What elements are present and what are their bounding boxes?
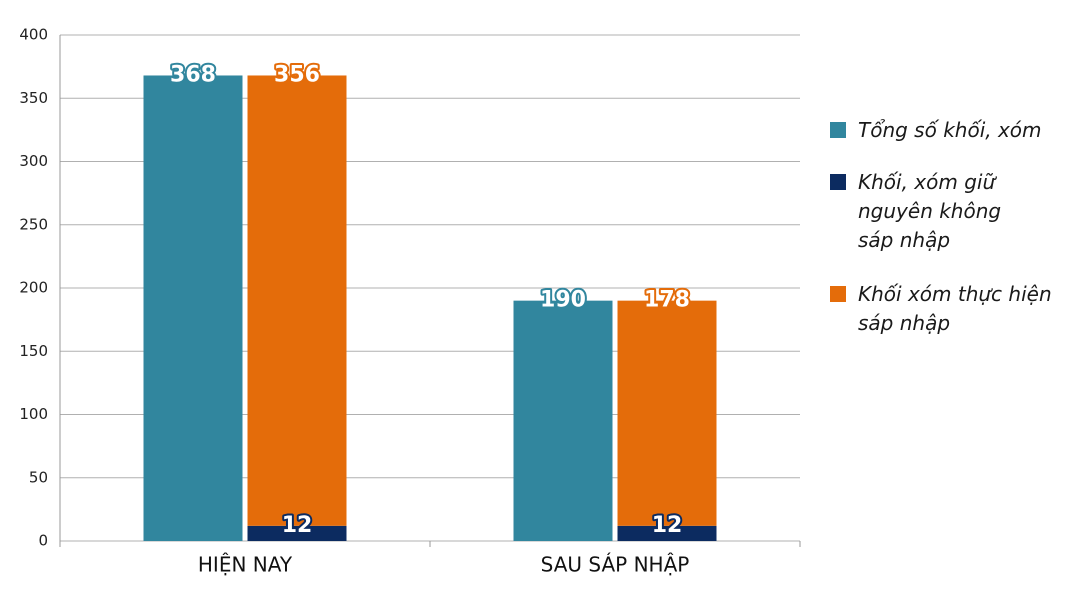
x-tick-label: SAU SÁP NHẬP	[541, 553, 690, 577]
bar	[143, 75, 243, 541]
legend-item: Khối, xóm giữ nguyên không sáp nhập	[830, 168, 1070, 255]
bar	[513, 300, 613, 541]
bar	[617, 525, 717, 541]
data-label: 356	[274, 62, 320, 87]
y-tick-label: 250	[19, 215, 48, 233]
data-label: 178	[644, 288, 690, 313]
legend-label: Khối xóm thực hiện sáp nhập	[858, 282, 1052, 335]
y-tick-label: 100	[19, 405, 48, 423]
y-tick-label: 0	[38, 532, 48, 550]
bar	[247, 75, 347, 526]
y-tick-label: 200	[19, 279, 48, 297]
data-label: 190	[540, 288, 586, 313]
legend-label: Tổng số khối, xóm	[858, 118, 1042, 142]
legend-swatch	[830, 286, 846, 302]
data-label: 12	[652, 513, 683, 538]
data-label: 368	[170, 62, 216, 87]
x-tick-label: HIỆN NAY	[198, 553, 293, 577]
y-tick-label: 50	[29, 468, 48, 486]
legend-swatch	[830, 174, 846, 190]
y-tick-label: 300	[19, 152, 48, 170]
legend-swatch	[830, 122, 846, 138]
bar	[247, 525, 347, 541]
y-tick-label: 150	[19, 342, 48, 360]
bar	[617, 300, 717, 526]
y-tick-label: 400	[19, 26, 48, 44]
legend-item: Tổng số khối, xóm	[830, 116, 1070, 145]
legend-label: Khối, xóm giữ nguyên không sáp nhập	[858, 170, 1002, 252]
legend-item: Khối xóm thực hiện sáp nhập	[830, 280, 1070, 338]
data-label: 12	[282, 513, 313, 538]
y-tick-label: 350	[19, 89, 48, 107]
